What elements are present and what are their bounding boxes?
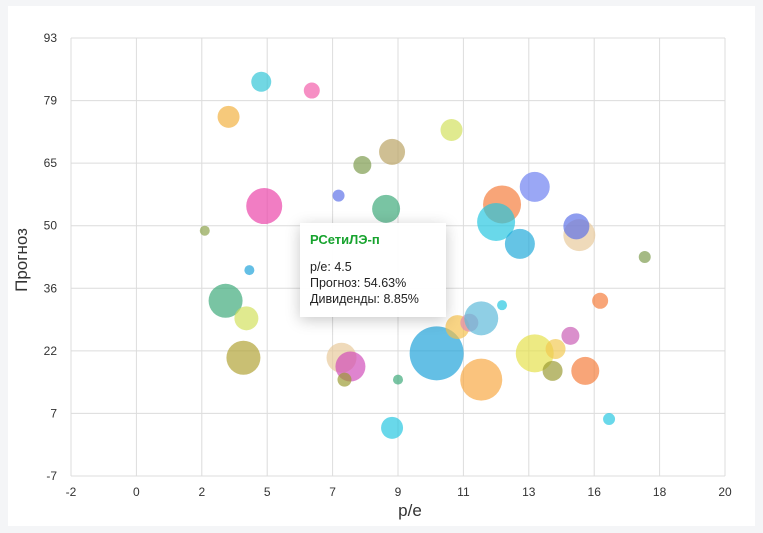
y-tick-label: 22	[44, 344, 58, 358]
bubble-point[interactable]	[638, 251, 651, 263]
bubble-point[interactable]	[409, 326, 464, 381]
x-tick-label: 20	[718, 485, 732, 499]
bubble-point[interactable]	[303, 82, 320, 99]
x-axis-label: p/e	[398, 501, 422, 520]
tooltip-line-pe: p/e: 4.5	[310, 260, 352, 274]
y-tick-label: 65	[44, 156, 58, 170]
bubble-point[interactable]	[542, 360, 563, 381]
bubble-point[interactable]	[519, 171, 550, 202]
y-tick-label: 7	[50, 406, 57, 420]
bubble-point[interactable]	[504, 228, 535, 259]
tooltip-title: РСетиЛЭ-п	[310, 232, 380, 247]
bubbles	[199, 71, 651, 439]
bubble-point[interactable]	[337, 372, 352, 387]
x-tick-label: 2	[198, 485, 205, 499]
bubble-point[interactable]	[199, 225, 210, 236]
tooltip-line-forecast: Прогноз: 54.63%	[310, 276, 407, 290]
bubble-point[interactable]	[353, 156, 372, 175]
x-tick-label: 9	[395, 485, 402, 499]
bubble-point[interactable]	[460, 358, 503, 401]
x-tick-label: 13	[522, 485, 536, 499]
bubble-point[interactable]	[381, 416, 404, 439]
y-tick-label: 36	[44, 281, 58, 295]
bubble-point[interactable]	[477, 202, 516, 241]
x-tick-label: 7	[329, 485, 336, 499]
bubble-point[interactable]	[217, 105, 240, 128]
bubble-point[interactable]	[393, 374, 403, 385]
tooltip-line-dividends: Дивиденды: 8.85%	[310, 292, 419, 306]
chart-card: -2 0 2 5 7 9 11 13 16 18 20 93 79 65 50 36 22 7 -7 p/e Пр…	[8, 6, 755, 526]
bubble-point[interactable]	[440, 118, 463, 141]
x-tick-label: 5	[264, 485, 271, 499]
x-axis-ticks: -2 0 2 5 7 9 11 13 16 18 20	[66, 485, 732, 499]
bubble-point[interactable]	[515, 334, 554, 373]
bubble-point[interactable]	[372, 194, 401, 223]
bubble-point[interactable]	[226, 340, 261, 375]
bubble-point[interactable]	[246, 188, 283, 225]
bubble-point[interactable]	[603, 413, 616, 426]
bubble-point[interactable]	[464, 301, 499, 336]
x-tick-label: -2	[66, 485, 77, 499]
x-tick-label: 11	[457, 485, 470, 499]
bubble-point[interactable]	[234, 306, 259, 331]
bubble-point[interactable]	[592, 292, 609, 309]
bubble-point[interactable]	[561, 326, 580, 345]
bubble-point[interactable]	[497, 300, 508, 311]
y-tick-label: -7	[46, 469, 57, 483]
x-tick-label: 16	[588, 485, 602, 499]
y-axis-label: Прогноз	[12, 228, 31, 292]
tooltip: РСетиЛЭ-п p/e: 4.5 Прогноз: 54.63% Дивид…	[300, 223, 446, 317]
bubble-point[interactable]	[545, 338, 566, 359]
bubble-point[interactable]	[571, 356, 600, 385]
y-axis-ticks: 93 79 65 50 36 22 7 -7	[44, 31, 58, 483]
y-tick-label: 50	[44, 219, 58, 233]
bubble-point[interactable]	[208, 283, 243, 318]
bubble-point[interactable]	[563, 213, 590, 240]
x-tick-label: 0	[133, 485, 140, 499]
bubble-point[interactable]	[251, 71, 272, 92]
x-tick-label: 18	[653, 485, 667, 499]
bubble-point[interactable]	[244, 265, 255, 276]
bubble-point[interactable]	[332, 189, 345, 202]
bubble-point[interactable]	[379, 138, 406, 165]
y-tick-label: 79	[44, 94, 58, 108]
y-tick-label: 93	[44, 31, 58, 45]
